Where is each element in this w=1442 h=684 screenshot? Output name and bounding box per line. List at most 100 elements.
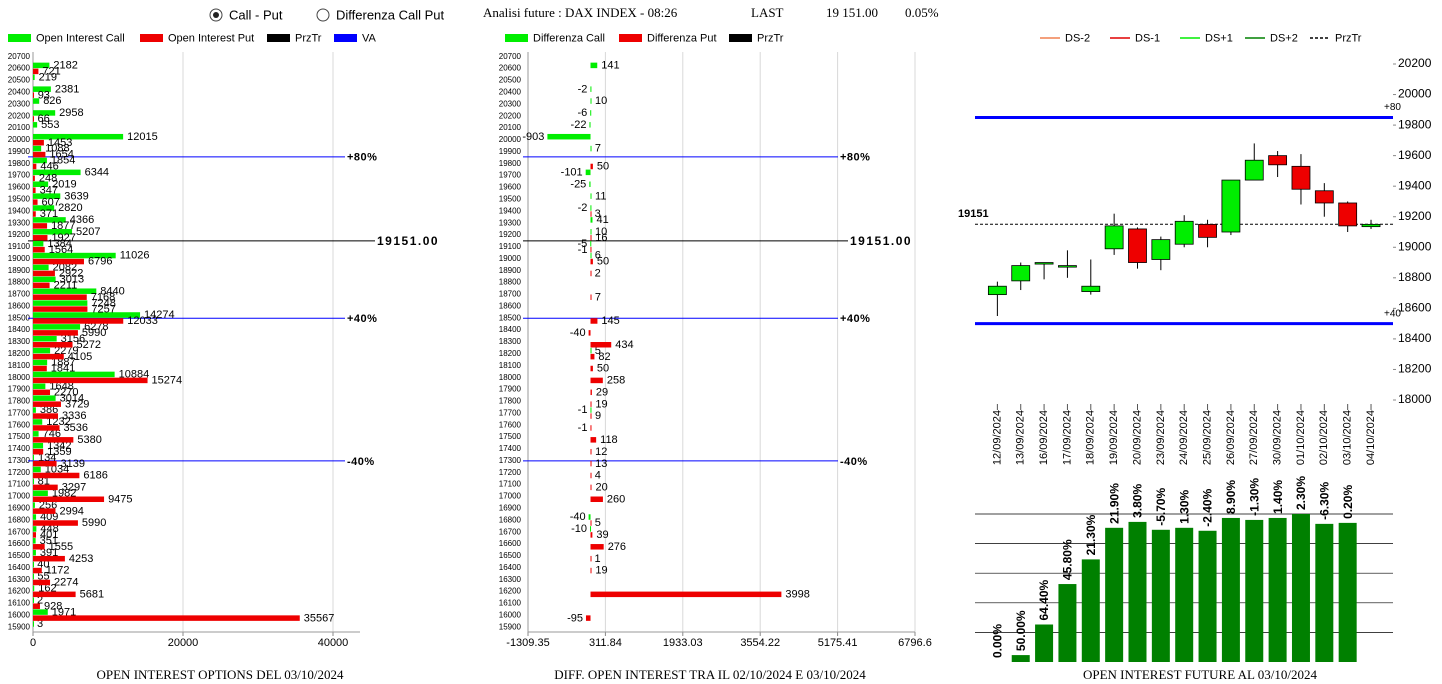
data-label: 448 (40, 523, 58, 535)
strike-label: 15900 (8, 622, 31, 631)
strike-label: 17400 (499, 444, 522, 453)
strike-label: 16500 (8, 551, 31, 560)
strike-label: 16300 (499, 575, 522, 584)
strike-label: 18100 (8, 361, 31, 370)
data-label: 391 (40, 547, 58, 559)
strike-label: 18200 (499, 349, 522, 358)
strike-label: 16600 (499, 539, 522, 548)
bar (590, 252, 592, 259)
bar (590, 258, 593, 265)
bar (590, 591, 782, 598)
radio-label[interactable]: Differenza Call Put (336, 7, 445, 22)
strike-label: 20700 (8, 52, 31, 61)
bar (590, 62, 598, 69)
bar (590, 401, 592, 407)
bar (33, 330, 78, 336)
strike-label: 19700 (499, 171, 522, 180)
x-tick-label: 23/09/2024 (1155, 410, 1167, 465)
x-tick-label: 13/09/2024 (1015, 410, 1027, 465)
candle-body (1104, 225, 1124, 250)
data-label: 14274 (144, 309, 175, 321)
radio-diff[interactable]: Differenza Call Put (316, 7, 445, 22)
bar (33, 460, 57, 467)
strike-label: 18900 (499, 266, 522, 275)
bar (33, 98, 40, 104)
data-label: -40 (570, 327, 586, 339)
strike-label: 18500 (8, 313, 31, 322)
bar (33, 538, 36, 544)
bar (33, 466, 41, 473)
data-label: 5272 (77, 339, 101, 351)
data-label: 35567 (304, 612, 335, 624)
data-label: 1 (595, 553, 601, 565)
x-tick-label: 01/10/2024 (1295, 410, 1307, 465)
data-label: -101 (561, 167, 583, 179)
bar (33, 526, 37, 532)
strike-label: 16000 (499, 610, 522, 619)
bar (33, 573, 34, 580)
x-tick-label: 5175.41 (818, 637, 858, 649)
bar (33, 454, 35, 461)
strike-label: 19100 (499, 242, 522, 251)
data-label: 1453 (48, 137, 72, 149)
bar (33, 615, 300, 621)
bar (33, 371, 115, 378)
data-label: -2 (578, 202, 588, 214)
bar (33, 264, 49, 271)
data-label: 746 (43, 428, 61, 440)
change-label: 3.80% (1131, 484, 1145, 518)
radio-label[interactable]: Call - Put (229, 7, 283, 22)
data-label: 81 (38, 476, 50, 488)
x-tick-label: 30/09/2024 (1272, 410, 1284, 465)
legend-label: PrzTr (757, 32, 784, 44)
radio-call-put[interactable]: Call - Put (209, 7, 283, 22)
chart-title: OPEN INTEREST OPTIONS DEL 03/10/2024 (97, 667, 345, 682)
x-tick-label: 1933.03 (663, 637, 703, 649)
data-label: 401 (40, 529, 58, 541)
data-label: 6186 (83, 470, 107, 482)
strike-label: 17900 (499, 385, 522, 394)
x-tick-label: 04/10/2024 (1365, 410, 1377, 465)
strike-label: 18600 (499, 301, 522, 310)
bar (33, 223, 48, 229)
data-label: 219 (39, 71, 57, 83)
radio-button[interactable] (316, 8, 330, 22)
bar (33, 294, 87, 300)
data-label: 50 (597, 161, 609, 173)
data-label: 10 (595, 226, 607, 238)
data-label: 12 (595, 446, 607, 458)
candle-body (1081, 285, 1101, 292)
data-label: -903 (522, 131, 544, 143)
strike-label: 19000 (499, 254, 522, 263)
candle-body (1338, 202, 1358, 227)
data-label: 434 (615, 339, 633, 351)
data-label: -25 (570, 178, 586, 190)
strike-label: 20000 (8, 135, 31, 144)
bar (590, 145, 592, 152)
data-label: 3729 (65, 398, 89, 410)
strike-label: 16700 (499, 527, 522, 536)
data-label: 2211 (54, 279, 78, 291)
bar (1128, 521, 1147, 662)
y-tick-label: 18800 (1398, 270, 1432, 284)
strike-label: 18900 (8, 266, 31, 275)
bar (33, 591, 76, 598)
bar (590, 110, 592, 116)
data-label: 145 (601, 315, 619, 327)
strike-label: 19900 (499, 147, 522, 156)
data-label: -10 (571, 523, 587, 535)
strike-label: 18500 (499, 313, 522, 322)
y-tick-label: 18600 (1398, 301, 1432, 315)
strike-label: 17600 (8, 420, 31, 429)
bar (33, 561, 34, 568)
bar (33, 609, 48, 615)
data-label: 19 (595, 398, 607, 410)
data-label: 3998 (785, 588, 809, 600)
data-label: 3 (37, 618, 43, 630)
bar (33, 258, 84, 265)
data-label: 2958 (59, 107, 83, 119)
data-label: 6344 (85, 167, 109, 179)
strike-label: 17000 (8, 492, 31, 501)
legend-swatch (729, 34, 752, 42)
data-label: 2270 (54, 386, 78, 398)
